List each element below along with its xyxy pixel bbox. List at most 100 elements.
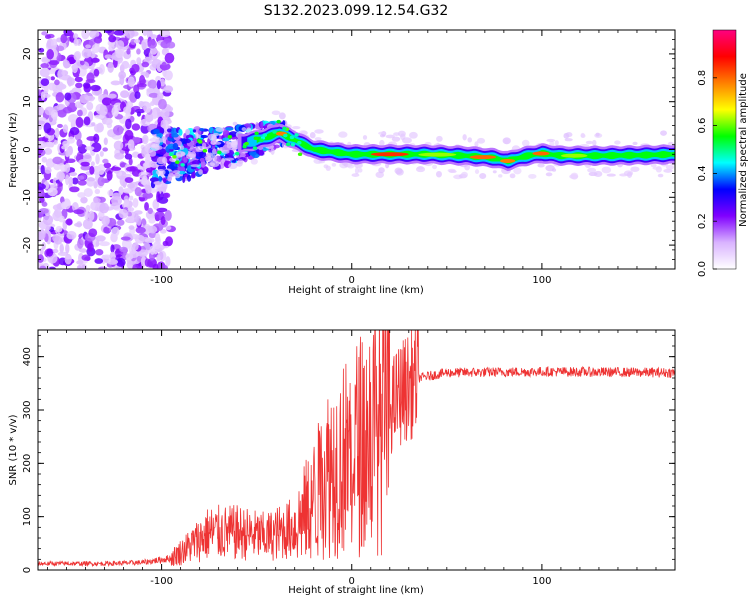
spectrogram-noise-blob <box>91 43 100 54</box>
spectrogram-bright-dot <box>294 133 299 137</box>
spectrogram-halo-blob <box>211 155 218 161</box>
spectrogram-noise-blob <box>136 111 142 117</box>
spectrogram-halo-blob <box>140 171 149 175</box>
spectrogram-noise-blob <box>148 217 156 224</box>
spectrogram-noise-blob <box>50 109 59 120</box>
spectrogram-halo-blob <box>378 167 385 174</box>
spectrogram-halo-blob <box>196 134 201 139</box>
spectrogram-noise-blob <box>71 201 79 212</box>
spectrogram-halo-blob <box>657 173 664 178</box>
snr-panel: -100 0 100 0 100 200 300 400 Height of straigh… <box>8 329 676 596</box>
spectrogram-bright-dot <box>198 140 203 144</box>
spectrogram-halo-blob <box>151 143 160 148</box>
spectrogram-bright-dot <box>297 152 303 157</box>
spectrogram-halo-blob <box>206 152 214 157</box>
spectrogram-halo-blob <box>409 131 418 139</box>
spectrogram-noise-blob <box>84 210 89 220</box>
spectrogram-scatter-blob <box>199 157 205 163</box>
spectrogram-halo-blob <box>401 137 412 144</box>
snr-x-tick-label: 0 <box>349 576 355 587</box>
spectrogram-noise-blob <box>149 245 156 255</box>
spectrogram-bright-dot <box>175 160 180 164</box>
spectrogram-noise-blob <box>152 108 158 120</box>
spectrogram-noise-blob <box>48 69 56 75</box>
spectrogram-scatter-blob <box>221 158 226 164</box>
spectrogram-noise-blob <box>67 31 74 37</box>
spectrogram-noise-blob <box>75 82 83 89</box>
spectrogram-halo-blob <box>379 134 386 138</box>
spectrogram-noise-blob <box>56 103 64 111</box>
spectrogram-noise-blob <box>65 219 73 225</box>
spectrogram-halo-blob <box>528 173 537 179</box>
spectrogram-noise-blob <box>118 186 124 196</box>
spectrogram-noise-blob <box>99 202 110 214</box>
spectrogram-halo-blob <box>172 170 181 174</box>
spectrogram-noise-blob <box>97 164 105 176</box>
snr-frame <box>37 329 676 571</box>
spectrogram-noise-blob <box>133 39 141 44</box>
spectrogram-noise-blob <box>123 199 129 207</box>
spectrogram-noise-blob <box>38 183 46 190</box>
spectrogram-halo-blob <box>155 138 165 143</box>
spectrogram-halo-blob <box>551 168 557 172</box>
spectrogram-noise-blob <box>112 125 124 136</box>
spectrogram-halo-blob <box>221 149 230 154</box>
spectrogram-noise-blob <box>164 70 173 81</box>
spectrogram-halo-blob <box>391 136 401 142</box>
spectrogram-halo-blob <box>432 164 438 170</box>
spectrogram-noise-blob <box>144 237 155 243</box>
spectrogram-noise-blob <box>108 35 117 43</box>
spectrogram-halo-blob <box>338 131 348 138</box>
spectrogram-noise-blob <box>102 147 108 152</box>
spectrogram-y-tick-label: -10 <box>22 189 33 205</box>
spectrogram-noise-blob <box>38 123 43 131</box>
spectrogram-halo-blob <box>580 133 586 139</box>
spectrogram-noise-blob <box>55 225 63 233</box>
spectrogram-noise-blob <box>73 52 81 61</box>
spectrogram-noise-blob <box>133 84 140 94</box>
spectrogram-noise-blob <box>147 207 153 215</box>
spectrogram-noise-blob <box>144 201 149 211</box>
spectrogram-scatter-blob <box>162 178 167 184</box>
spectrogram-noise-blob <box>64 162 71 173</box>
spectrogram-noise-blob <box>67 136 75 144</box>
spectrogram-noise-blob <box>57 182 63 187</box>
spectrogram-noise-blob <box>134 91 141 99</box>
spectrogram-noise-blob <box>102 254 112 259</box>
spectrogram-noise-blob <box>124 153 133 160</box>
colorbar-tick-label: 0.0 <box>697 261 708 277</box>
spectrogram-noise-blob <box>85 146 95 151</box>
spectrogram-noise-blob <box>41 201 48 207</box>
spectrogram-halo-blob <box>156 168 166 176</box>
spectrogram-noise-blob <box>156 207 168 213</box>
spectrogram-noise-blob <box>77 192 86 198</box>
spectrogram-noise-blob <box>78 248 88 253</box>
spectrogram-scatter-blob <box>149 177 159 183</box>
spectrogram-bright-dot <box>290 142 296 147</box>
spectrogram-noise-blob <box>145 184 152 194</box>
spectrogram-noise-blob <box>125 30 135 39</box>
spectrogram-halo-blob <box>467 137 473 143</box>
spectrogram-noise-blob <box>127 139 135 151</box>
spectrogram-noise-blob <box>93 36 103 44</box>
spectrogram-bright-dot <box>276 119 281 124</box>
spectrogram-noise-blob <box>43 84 49 94</box>
snr-y-tick-label: 300 <box>22 400 33 419</box>
spectrogram-halo-blob <box>331 162 337 167</box>
spectrogram-noise-blob <box>107 189 114 197</box>
spectrogram-hot-spot <box>418 152 457 157</box>
spectrogram-halo-blob <box>250 158 258 165</box>
spectrogram-noise-blob <box>142 134 149 145</box>
spectrogram-bright-dot <box>252 146 258 150</box>
spectrogram-bright-dot <box>272 130 277 134</box>
spectrogram-noise-blob <box>132 197 139 208</box>
spectrogram-bright-dot <box>259 138 264 143</box>
spectrogram-noise-blob <box>102 158 109 164</box>
colorbar-tick-label: 0.4 <box>697 165 708 181</box>
spectrogram-noise-blob <box>110 80 121 86</box>
spectrogram-noise-blob <box>137 249 148 257</box>
spectrogram-halo-blob <box>663 168 673 173</box>
spectrogram-noise-blob <box>119 74 125 86</box>
spectrogram-noise-blob <box>131 123 141 131</box>
spectrogram-noise-blob <box>74 222 83 227</box>
